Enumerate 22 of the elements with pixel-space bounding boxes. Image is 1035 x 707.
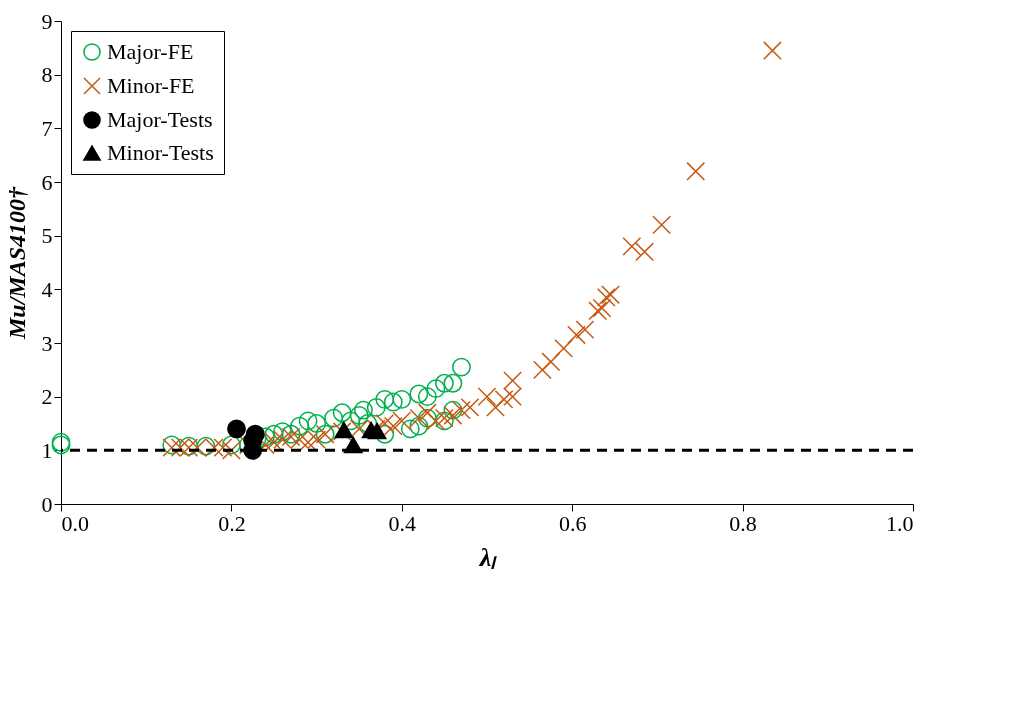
y-tick-label: 4: [41, 276, 53, 302]
y-tick-label: 6: [41, 169, 53, 195]
y-tick-label: 9: [41, 8, 53, 34]
legend-label: Minor-FE: [107, 73, 195, 98]
y-tick-label: 5: [41, 223, 53, 249]
x-tick-label: 0.2: [218, 510, 246, 536]
y-tick-label: 1: [41, 437, 53, 463]
x-tick-label: 0.8: [729, 510, 757, 536]
y-axis-title: Mu/MAS4100†: [3, 185, 30, 341]
x-tick-label: 0.4: [388, 510, 417, 536]
x-tick-label: 1.0: [886, 510, 914, 536]
y-tick-label: 0: [41, 491, 53, 517]
y-tick-label: 8: [41, 62, 53, 88]
x-tick-label: 0.0: [61, 510, 89, 536]
legend-label: Major-FE: [107, 39, 194, 64]
y-tick-label: 7: [41, 115, 53, 141]
x-axis-title: λₗ: [478, 542, 498, 572]
y-tick-label: 3: [41, 330, 53, 356]
x-tick-label: 0.6: [558, 510, 587, 536]
legend-label: Minor-Tests: [107, 140, 214, 165]
y-tick-label: 2: [41, 384, 53, 410]
legend-label: Major-Tests: [107, 107, 213, 132]
